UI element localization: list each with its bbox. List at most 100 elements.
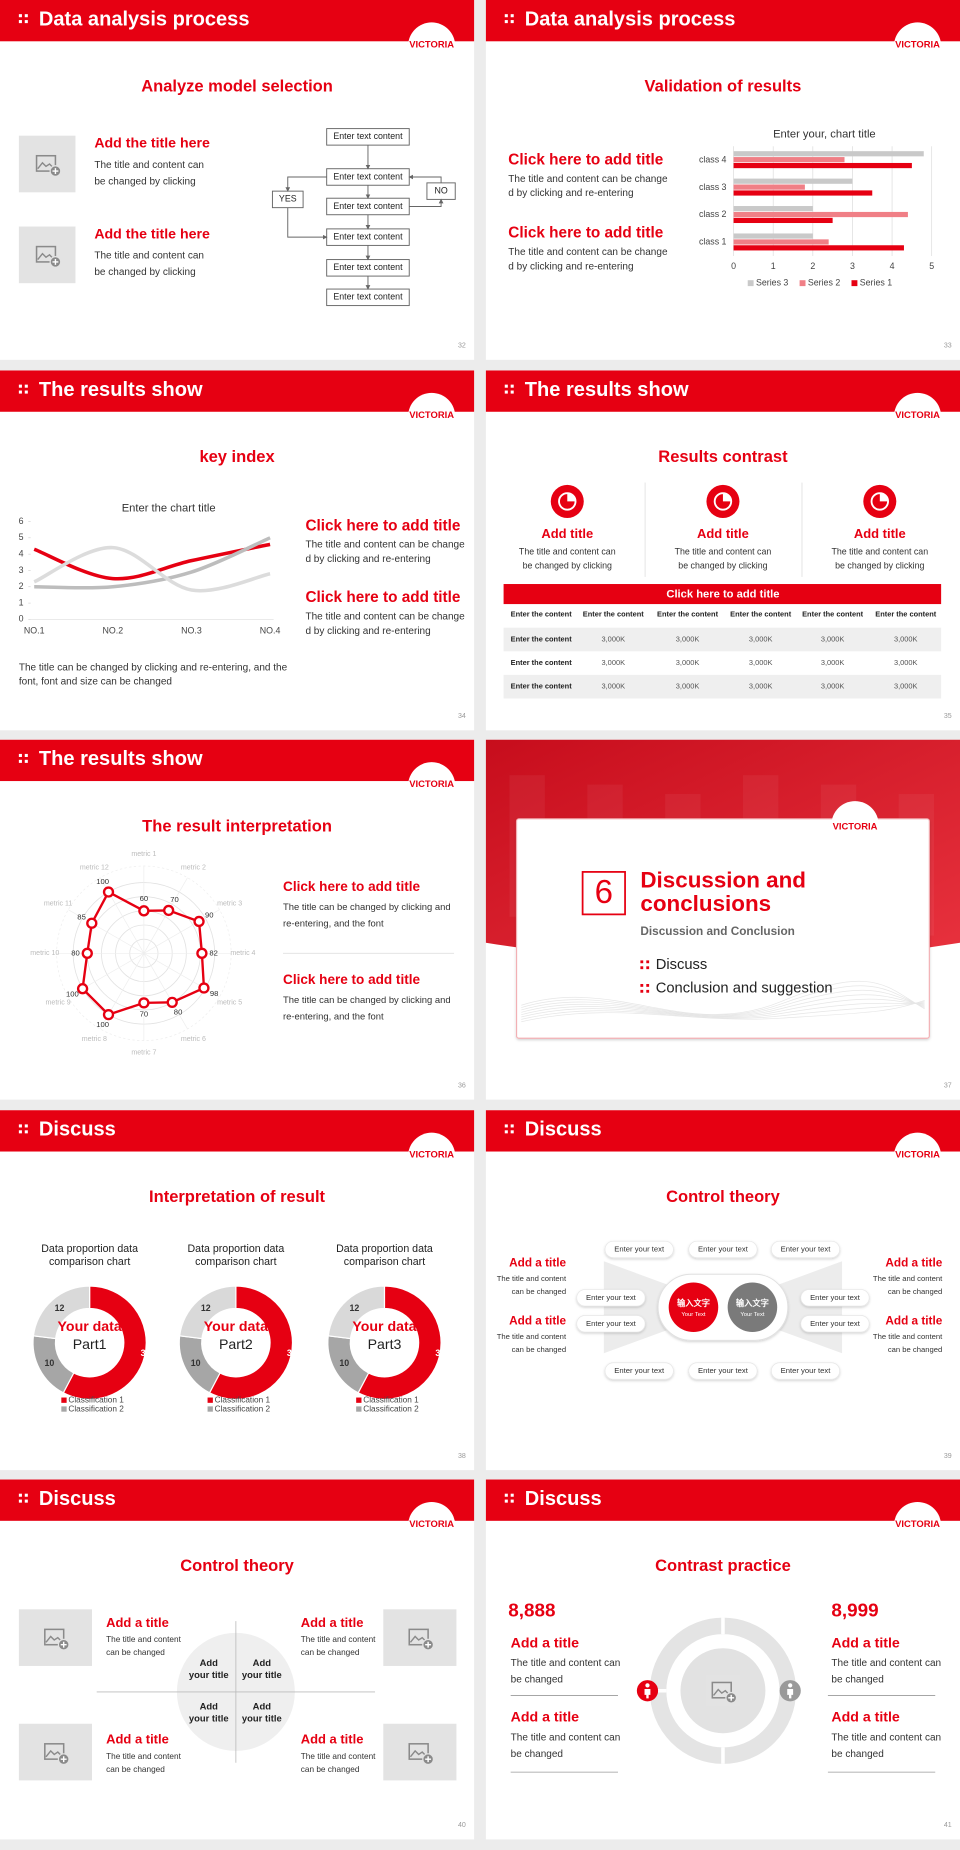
donut-segment (208, 1285, 294, 1400)
bullet-dot (504, 384, 508, 388)
person-icon (644, 1688, 651, 1699)
slide-bg (485, 370, 960, 731)
category-label: class 4 (699, 154, 727, 164)
logo: VICTORIA (409, 1518, 454, 1529)
line-series (33, 545, 271, 593)
flow-label: NO (434, 185, 447, 195)
logo-badge (408, 22, 456, 70)
pill-text: Enter your text (810, 1319, 861, 1328)
item-title: Add the title here (94, 226, 210, 242)
person-icon (645, 1683, 650, 1688)
x-tick-label: 5 (929, 261, 934, 271)
hub (668, 1282, 719, 1333)
flow-label: YES (279, 194, 297, 204)
x-tick-label: 1 (771, 261, 776, 271)
value-label: 10 (339, 1358, 349, 1368)
table-row-bg (503, 627, 942, 652)
bar (733, 211, 908, 218)
person-icon (788, 1683, 793, 1688)
item-title: Add a title (106, 1615, 169, 1630)
logo-badge (831, 801, 879, 849)
page-number: 35 (944, 713, 952, 720)
bullet-dot (24, 1130, 28, 1134)
image-placeholder (18, 226, 76, 284)
item-title: Add a title (511, 1709, 579, 1725)
y-tick-label: 6 (19, 516, 24, 526)
item-text: The title and content (301, 1752, 376, 1761)
quadrant-label: your title (189, 1713, 229, 1724)
header-bar (0, 370, 475, 412)
radar-point (86, 917, 98, 929)
x-tick-label: NO.1 (24, 626, 45, 636)
table-cell: 3,000K (749, 658, 773, 667)
bullet-dot (18, 1124, 22, 1128)
image-icon (35, 245, 57, 263)
item-title: Add a title (301, 1732, 364, 1747)
radar-point (198, 982, 210, 994)
value-label: 30 (287, 1348, 297, 1358)
item-title: Add title (541, 526, 593, 541)
axis-label: metric 2 (181, 864, 206, 871)
bullet-dot (24, 20, 28, 24)
value-label: 80 (174, 1008, 183, 1017)
item-text: be changed (831, 1675, 883, 1686)
radar-spoke (68, 909, 145, 954)
item-text: d by clicking and re-entering (508, 188, 633, 199)
bullet-dot (504, 390, 508, 394)
value-label: 10 (45, 1358, 55, 1368)
slide-title: Interpretation of result (149, 1188, 325, 1206)
bullet-dot (24, 1124, 28, 1128)
bullet-dot (18, 384, 22, 388)
chart-title: Data proportion data (41, 1243, 138, 1255)
line-series (34, 536, 271, 590)
chart-title: comparison chart (195, 1256, 276, 1268)
bullet-dot (24, 1493, 28, 1497)
radar-spoke (143, 909, 220, 954)
axis-label: metric 4 (230, 950, 255, 957)
value-label: 30 (141, 1348, 151, 1358)
pill-text: Enter your text (810, 1293, 861, 1302)
section-subtitle: Discussion and Conclusion (640, 925, 794, 938)
banner-text: Click here to add title (666, 589, 779, 601)
bullet-dot (24, 14, 28, 18)
axis-label: metric 3 (217, 901, 242, 908)
pill (688, 1362, 758, 1380)
logo: VICTORIA (895, 1149, 940, 1160)
table-header: Enter the content (875, 610, 937, 619)
x-tick-label: NO.4 (260, 626, 281, 636)
logo-badge (893, 22, 942, 70)
logo: VICTORIA (409, 1149, 454, 1160)
table-cell: 3,000K (894, 634, 918, 643)
center-label: Your data (58, 1318, 122, 1334)
header-title: The results show (39, 748, 203, 770)
slide-title: Contrast practice (655, 1557, 791, 1575)
bullet-text: Discuss (656, 957, 708, 973)
chart-title: comparison chart (49, 1256, 130, 1268)
table-header: Enter the content (657, 610, 719, 619)
legend-swatch (61, 1397, 67, 1403)
legend-label: Classification 2 (68, 1404, 124, 1413)
item-title: Add a title (511, 1634, 579, 1650)
item-title: Click here to add title (508, 152, 663, 169)
legend-swatch (851, 280, 858, 287)
bullet-dot (504, 20, 508, 24)
bar (733, 184, 805, 190)
table-cell: Enter the content (511, 634, 573, 643)
bullet-dot (510, 1499, 514, 1503)
pill-text: Enter your text (698, 1366, 749, 1375)
wave-line (521, 1002, 925, 1018)
slide-title: Analyze model selection (141, 78, 333, 96)
bullet-dot (646, 989, 650, 993)
bullet-dot (504, 14, 508, 18)
item-title: Click here to add title (283, 972, 420, 987)
bullet-dot (640, 960, 644, 964)
image-icon (409, 1749, 428, 1758)
image-icon (60, 1756, 67, 1763)
hub-label: 输入文字 (736, 1298, 769, 1308)
wave-line (521, 989, 925, 1016)
axis-label: metric 11 (44, 901, 73, 908)
legend-label: Classification 1 (215, 1396, 271, 1405)
flow-arrow (285, 176, 327, 192)
